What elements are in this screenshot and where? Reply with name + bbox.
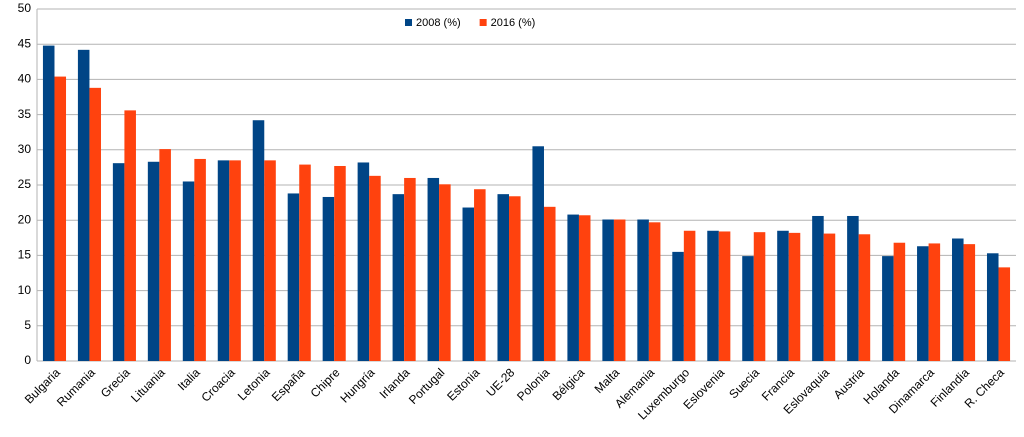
y-tick-label: 45 (18, 36, 32, 50)
bar (42, 45, 55, 361)
x-tick-label: Croacia (199, 365, 238, 404)
bar (532, 146, 544, 361)
bar (672, 251, 684, 361)
bar (648, 222, 661, 361)
bar (124, 110, 136, 361)
bar (823, 233, 836, 361)
bar (217, 160, 230, 361)
bar (707, 230, 719, 361)
bar (893, 242, 906, 361)
bar (812, 215, 824, 361)
y-tick-label: 35 (18, 107, 32, 121)
bar (543, 206, 556, 361)
y-tick-label: 15 (18, 248, 32, 262)
bar (777, 230, 789, 361)
bar (917, 246, 929, 361)
bar (159, 149, 171, 361)
bar (182, 181, 195, 361)
legend-swatch (479, 19, 487, 26)
bar (497, 194, 510, 361)
bar (567, 214, 579, 361)
bar (404, 177, 416, 361)
bar (287, 193, 300, 361)
bar (986, 253, 999, 361)
bar (998, 267, 1011, 361)
y-tick-label: 5 (24, 318, 31, 332)
bar (427, 177, 440, 361)
y-tick-label: 10 (18, 283, 32, 297)
bar (509, 196, 521, 361)
bar (264, 160, 276, 361)
x-tick-label: Letonia (235, 365, 273, 403)
bar (613, 219, 626, 361)
x-tick-label: Bélgica (550, 365, 588, 403)
y-tick-label: 40 (18, 72, 32, 86)
bar (439, 184, 451, 361)
bar (392, 194, 405, 361)
y-tick-label: 50 (18, 1, 32, 15)
x-tick-label: Lituania (128, 365, 168, 405)
x-tick-label: Hungría (337, 365, 377, 405)
bar (334, 165, 346, 361)
bar (112, 163, 125, 361)
bar (54, 76, 67, 362)
legend-label: 2008 (%) (416, 17, 461, 29)
bar (882, 256, 894, 361)
bar (928, 243, 941, 361)
x-tick-label: Polonia (514, 365, 552, 403)
bar (89, 87, 101, 362)
x-tick-label: Suecia (726, 365, 762, 401)
y-tick-label: 0 (24, 353, 31, 367)
bar (742, 256, 754, 361)
bar (602, 219, 614, 361)
bar (194, 158, 206, 361)
bar (474, 189, 486, 361)
bar (637, 219, 649, 361)
bar (369, 175, 381, 361)
legend-swatch (405, 19, 412, 26)
bar (788, 232, 801, 361)
x-tick-label: Rumania (54, 365, 98, 409)
x-tick-label: UE-28 (483, 365, 517, 399)
x-tick-label: España (269, 365, 308, 404)
x-tick-label: Italia (175, 365, 203, 393)
x-tick-label: Estonia (444, 365, 482, 403)
bar (753, 232, 766, 361)
bar (858, 234, 871, 361)
legend-label: 2016 (%) (491, 17, 536, 29)
y-tick-label: 20 (18, 212, 32, 226)
x-tick-label: Malta (592, 365, 623, 396)
bar (683, 230, 696, 361)
y-tick-label: 30 (18, 142, 32, 156)
bar (322, 196, 335, 361)
bar (578, 215, 591, 361)
bar (252, 120, 265, 362)
y-tick-label: 25 (18, 177, 32, 191)
bar (718, 231, 731, 361)
bar (462, 207, 475, 361)
bar (952, 238, 964, 361)
bar (847, 215, 859, 361)
bar (77, 49, 90, 361)
bar (299, 164, 311, 361)
bar (147, 161, 160, 361)
bar (229, 160, 241, 361)
bar (963, 244, 976, 361)
x-tick-label: Portugal (406, 365, 448, 407)
bar (357, 162, 370, 361)
